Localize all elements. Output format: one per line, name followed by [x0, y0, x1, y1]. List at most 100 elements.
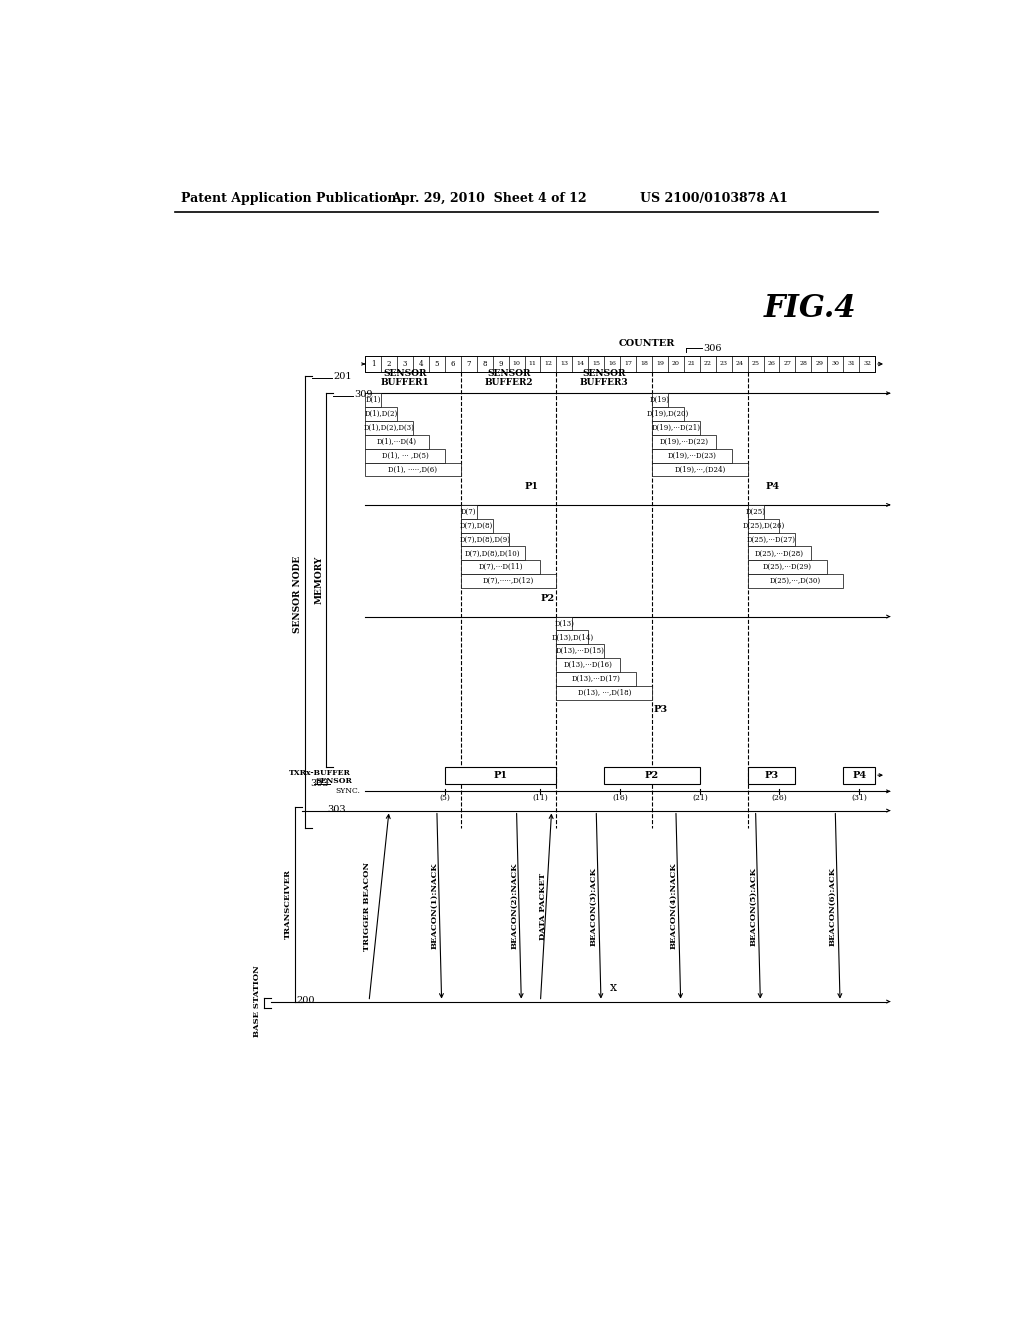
Text: 306: 306	[703, 345, 722, 352]
Bar	[652, 407, 684, 421]
Text: TXRx-BUFFER: TXRx-BUFFER	[289, 768, 350, 777]
Text: 17: 17	[624, 362, 632, 367]
Text: D(7),D(8),D(9): D(7),D(8),D(9)	[459, 536, 510, 544]
Text: 20: 20	[672, 362, 680, 367]
Bar	[461, 546, 524, 561]
Text: DATA PACKET: DATA PACKET	[539, 873, 547, 940]
Bar	[366, 462, 461, 477]
Text: BUFFER1: BUFFER1	[381, 378, 429, 387]
Text: D(19),···D(21): D(19),···D(21)	[651, 424, 700, 432]
Bar	[748, 560, 827, 574]
Text: 1: 1	[371, 360, 376, 368]
Text: D(1), ··· ,D(5): D(1), ··· ,D(5)	[382, 451, 428, 459]
Text: 31: 31	[847, 362, 855, 367]
Bar	[652, 393, 668, 407]
Bar	[652, 421, 699, 434]
Text: P3: P3	[653, 705, 668, 714]
Bar	[556, 631, 588, 644]
Text: 2: 2	[387, 360, 391, 368]
Bar	[461, 532, 509, 546]
Text: D(13),D(14): D(13),D(14)	[551, 634, 593, 642]
Bar	[748, 546, 811, 561]
Text: (26): (26)	[772, 793, 787, 801]
Text: D(19): D(19)	[650, 396, 670, 404]
Text: SENSOR: SENSOR	[486, 370, 530, 379]
Text: MEMORY: MEMORY	[314, 556, 324, 605]
Text: 32: 32	[863, 362, 871, 367]
Text: 7: 7	[467, 360, 471, 368]
Text: P1: P1	[525, 482, 539, 491]
Text: FIG.4: FIG.4	[764, 293, 856, 323]
Bar	[556, 659, 621, 672]
Bar	[843, 767, 876, 784]
Text: P2: P2	[645, 771, 659, 780]
Bar	[652, 462, 748, 477]
Text: P1: P1	[494, 771, 508, 780]
Text: D(25),···,D(30): D(25),···,D(30)	[770, 577, 821, 585]
Text: SYNC.: SYNC.	[336, 787, 360, 796]
Bar	[556, 672, 636, 686]
Text: D(19),···D(22): D(19),···D(22)	[659, 438, 709, 446]
Bar	[444, 767, 556, 784]
Text: BUFFER2: BUFFER2	[484, 378, 532, 387]
Bar	[748, 574, 843, 589]
Text: D(7),D(8),D(10): D(7),D(8),D(10)	[465, 549, 520, 557]
Text: D(19),···,(D24): D(19),···,(D24)	[674, 466, 725, 474]
Text: COUNTER: COUNTER	[620, 339, 676, 347]
Text: P4: P4	[852, 771, 866, 780]
Text: P2: P2	[541, 594, 555, 602]
Text: 21: 21	[688, 362, 696, 367]
Text: 16: 16	[608, 362, 616, 367]
Text: BASE STATION: BASE STATION	[253, 966, 261, 1038]
Text: 25: 25	[752, 362, 760, 367]
Text: D(13), ···,D(18): D(13), ···,D(18)	[578, 689, 631, 697]
Text: 26: 26	[768, 362, 775, 367]
Text: D(25),D(26): D(25),D(26)	[742, 521, 784, 529]
Bar	[461, 519, 493, 533]
Text: BEACON(5):ACK: BEACON(5):ACK	[750, 867, 758, 945]
Text: Patent Application Publication: Patent Application Publication	[180, 191, 396, 205]
Text: (31): (31)	[851, 793, 867, 801]
Text: 3: 3	[402, 360, 408, 368]
Text: 9: 9	[499, 360, 503, 368]
Text: 11: 11	[528, 362, 537, 367]
Text: SENSOR: SENSOR	[315, 776, 352, 784]
Text: 14: 14	[577, 362, 585, 367]
Text: SENSOR: SENSOR	[583, 370, 626, 379]
Bar	[604, 767, 699, 784]
Text: 8: 8	[482, 360, 487, 368]
Bar	[366, 355, 876, 372]
Text: D(25): D(25)	[745, 508, 766, 516]
Text: 29: 29	[815, 362, 823, 367]
Bar	[652, 449, 732, 462]
Text: D(25),···D(27): D(25),···D(27)	[748, 536, 796, 544]
Text: 15: 15	[592, 362, 600, 367]
Text: 19: 19	[656, 362, 664, 367]
Text: D(25),···D(29): D(25),···D(29)	[763, 564, 812, 572]
Text: 201: 201	[334, 372, 352, 380]
Text: 4: 4	[419, 360, 423, 368]
Text: D(1), ·····,D(6): D(1), ·····,D(6)	[388, 466, 437, 474]
Text: Apr. 29, 2010  Sheet 4 of 12: Apr. 29, 2010 Sheet 4 of 12	[391, 191, 587, 205]
Text: (16): (16)	[612, 793, 628, 801]
Text: 303: 303	[328, 805, 346, 813]
Text: 6: 6	[451, 360, 455, 368]
Text: BEACON(1):NACK: BEACON(1):NACK	[430, 863, 438, 949]
Text: 10: 10	[513, 362, 520, 367]
Text: D(1),D(2),D(3): D(1),D(2),D(3)	[364, 424, 415, 432]
Bar	[748, 504, 764, 519]
Text: 13: 13	[560, 362, 568, 367]
Bar	[748, 519, 779, 533]
Text: BUFFER3: BUFFER3	[580, 378, 629, 387]
Bar	[461, 560, 541, 574]
Text: SENSOR NODE: SENSOR NODE	[293, 556, 302, 634]
Bar	[366, 449, 444, 462]
Text: 28: 28	[800, 362, 807, 367]
Text: D(1),···D(4): D(1),···D(4)	[377, 438, 417, 446]
Text: D(19),···D(23): D(19),···D(23)	[668, 451, 716, 459]
Text: D(1): D(1)	[366, 396, 381, 404]
Text: 24: 24	[735, 362, 743, 367]
Bar	[366, 407, 397, 421]
Text: BEACON(4):NACK: BEACON(4):NACK	[670, 863, 678, 949]
Text: 22: 22	[703, 362, 712, 367]
